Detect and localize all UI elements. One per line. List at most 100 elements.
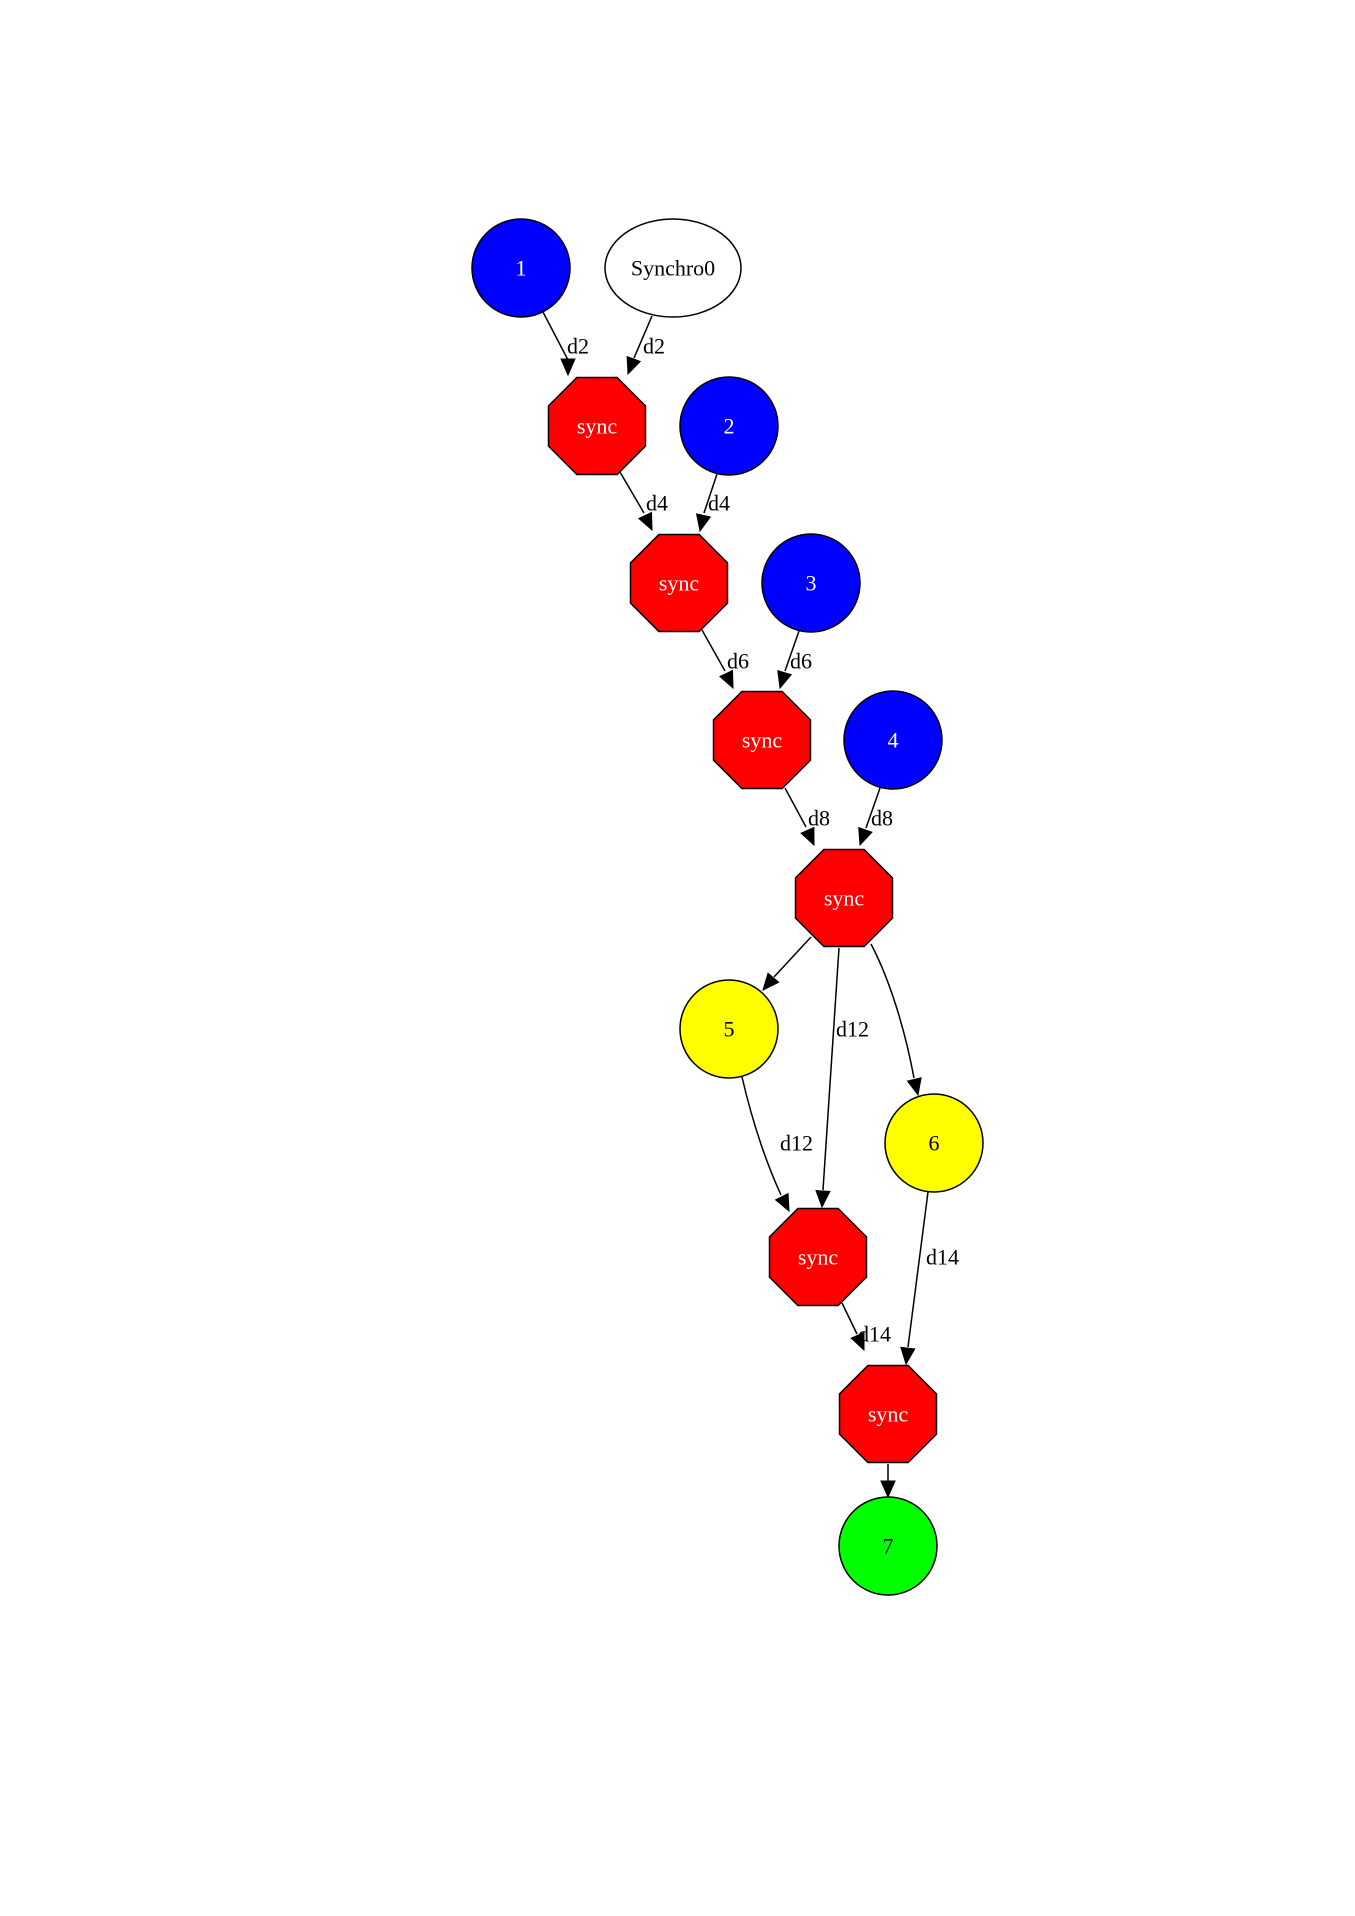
circle-node-shape: [838, 1496, 938, 1596]
node-n5: 5: [679, 979, 779, 1079]
edge-line: [841, 1302, 858, 1335]
circle-node-shape: [471, 218, 571, 318]
nodes: 1 Synchro0 sync 2 sync 3 sync 4 sync 5 6 sync sync 7: [471, 218, 984, 1596]
arrowhead: [906, 1077, 922, 1097]
node-label: sync: [577, 414, 618, 439]
edge-line: [907, 1191, 929, 1348]
node-n7: 7: [838, 1496, 938, 1596]
circle-node-shape: [761, 533, 861, 633]
edge-line: [703, 473, 718, 514]
node-label: 2: [724, 414, 735, 439]
edge-label: d2: [643, 334, 665, 359]
edge-s6-to-n7: [880, 1464, 896, 1499]
node-s4: sync: [794, 848, 894, 948]
arrowhead: [800, 826, 815, 847]
edge-label: d6: [790, 649, 812, 674]
edge-synchro0-to-s1: d2: [626, 315, 665, 376]
edge-label: d8: [808, 806, 830, 831]
edge-line: [773, 936, 812, 978]
node-label: 4: [888, 728, 899, 753]
node-n1: 1: [471, 218, 571, 318]
edge-s2-to-s3: d6: [701, 629, 749, 690]
edge-n5-to-s5: d12: [741, 1076, 813, 1213]
edge-n2-to-s2: d4: [695, 473, 730, 533]
edge-s5-to-s6: d14: [841, 1302, 891, 1352]
octagon-node-shape: [838, 1364, 938, 1464]
edges: d2 d2 d4 d4 d6 d6 d8 d8 d12 d12 d14 d14: [542, 311, 959, 1499]
arrowhead: [695, 513, 712, 533]
edge-s3-to-s4: d8: [784, 787, 830, 847]
octagon-node-shape: [768, 1207, 868, 1307]
node-n4: 4: [843, 690, 943, 790]
edge-s4-to-n5: [762, 936, 812, 991]
edge-line: [822, 947, 840, 1191]
edge-label: d8: [871, 806, 893, 831]
arrowhead: [858, 826, 873, 847]
edge-n4-to-s4: d8: [858, 787, 893, 847]
node-s2: sync: [629, 533, 729, 633]
node-n6: 6: [884, 1093, 984, 1193]
octagon-node-shape: [794, 848, 894, 948]
node-n2: 2: [679, 376, 779, 476]
node-label: 6: [929, 1131, 940, 1156]
arrowhead: [900, 1346, 916, 1366]
edge-line: [542, 311, 569, 361]
edge-line: [701, 629, 726, 672]
arrowhead: [777, 670, 793, 690]
edge-line: [870, 943, 915, 1079]
node-n3: 3: [761, 533, 861, 633]
node-synchro0: Synchro0: [604, 218, 742, 318]
node-label: sync: [742, 728, 783, 753]
arrowhead: [815, 1190, 831, 1209]
node-s3: sync: [712, 690, 812, 790]
arrowhead: [718, 669, 734, 690]
ellipse-node-shape: [604, 218, 742, 318]
circle-node-shape: [843, 690, 943, 790]
edge-label: d6: [727, 649, 749, 674]
node-label: sync: [659, 571, 700, 596]
octagon-node-shape: [629, 533, 729, 633]
edge-label: d4: [646, 491, 668, 516]
octagon-node-shape: [547, 376, 647, 476]
arrowhead: [762, 972, 780, 991]
edge-n1-to-s1: d2: [542, 311, 589, 377]
circle-node-shape: [679, 376, 779, 476]
edge-label: d4: [708, 491, 730, 516]
arrowhead: [880, 1480, 896, 1499]
node-s1: sync: [547, 376, 647, 476]
edge-label: d12: [780, 1131, 813, 1156]
node-label: 7: [883, 1534, 894, 1559]
circle-node-shape: [679, 979, 779, 1079]
node-label: Synchro0: [631, 256, 715, 281]
edge-s1-to-s2: d4: [619, 471, 668, 532]
edge-line: [784, 787, 807, 828]
edge-label: d12: [836, 1017, 869, 1042]
arrowhead: [626, 355, 642, 376]
node-s5: sync: [768, 1207, 868, 1307]
edge-s4-to-s5: d12: [815, 947, 869, 1209]
node-label: sync: [868, 1402, 909, 1427]
edge-line: [784, 630, 800, 672]
arrowhead: [774, 1192, 790, 1213]
edge-n3-to-s3: d6: [777, 630, 812, 690]
edge-line: [619, 471, 645, 514]
circle-node-shape: [884, 1093, 984, 1193]
arrowhead: [850, 1331, 865, 1352]
edge-s4-to-n6: [870, 943, 922, 1097]
edge-line: [633, 315, 653, 359]
edge-line: [865, 787, 881, 829]
edge-line: [741, 1076, 782, 1196]
edge-label: d14: [926, 1245, 959, 1270]
octagon-node-shape: [712, 690, 812, 790]
edge-n6-to-s6: d14: [900, 1191, 959, 1366]
node-label: sync: [824, 886, 865, 911]
node-label: sync: [798, 1245, 839, 1270]
node-s6: sync: [838, 1364, 938, 1464]
node-label: 1: [516, 256, 527, 281]
arrowhead: [637, 511, 653, 532]
edge-label: d2: [567, 334, 589, 359]
edge-label: d14: [858, 1322, 891, 1347]
node-label: 5: [724, 1017, 735, 1042]
